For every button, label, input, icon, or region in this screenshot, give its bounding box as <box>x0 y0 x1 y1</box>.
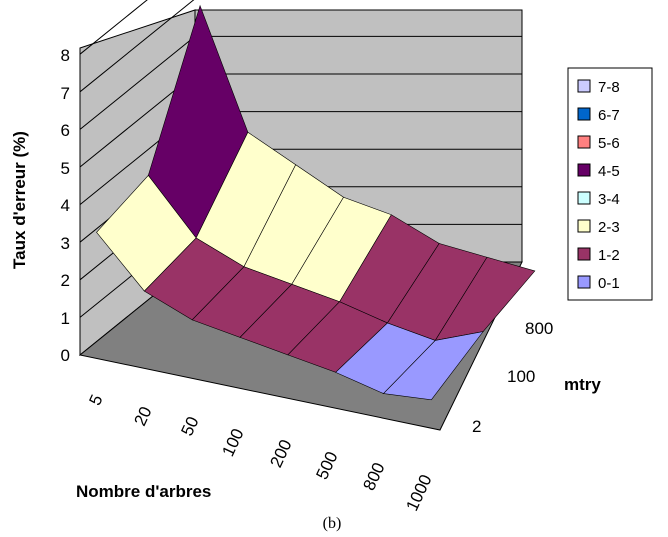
legend-label: 3-4 <box>598 191 620 208</box>
y-tick-label: 1 <box>61 309 70 328</box>
gridline <box>79 0 148 55</box>
legend-swatch <box>577 191 591 205</box>
legend: 7-8 6-7 5-6 4-5 3-4 2-3 1-2 0-1 <box>577 79 620 292</box>
legend-swatch <box>577 247 591 261</box>
legend-label: 2-3 <box>598 219 620 236</box>
legend-label: 6-7 <box>598 107 620 124</box>
mtry-tick-label: 100 <box>507 367 535 386</box>
legend-swatch <box>577 163 591 177</box>
legend-swatch <box>577 219 591 233</box>
y-tick-label: 7 <box>61 84 70 103</box>
legend-label: 0-1 <box>598 275 620 292</box>
x-tick-label: 1000 <box>402 472 435 514</box>
x-tick-label: 200 <box>266 437 295 471</box>
x-tick-label: 50 <box>177 414 202 439</box>
y-tick-label: 6 <box>61 121 70 140</box>
x-tick-label: 800 <box>359 460 388 494</box>
legend-box <box>567 67 653 301</box>
legend-swatch <box>577 79 591 93</box>
gridline <box>79 0 195 93</box>
y-tick-label: 3 <box>61 234 70 253</box>
x-tick-label: 20 <box>130 404 155 429</box>
legend-swatch <box>577 275 591 289</box>
x-tick-label: 500 <box>312 449 341 483</box>
mtry-axis-title: mtry <box>564 375 601 394</box>
y-tick-label: 0 <box>61 346 70 365</box>
legend-label: 7-8 <box>598 79 620 96</box>
surface-cell <box>382 331 484 401</box>
x-tick-label: 100 <box>218 426 247 460</box>
y-tick-label: 2 <box>61 271 70 290</box>
y-tick-label: 5 <box>61 159 70 178</box>
mtry-tick-labels: 2 100 800 <box>472 319 553 436</box>
legend-swatch <box>577 135 591 149</box>
x-axis-title: Nombre d'arbres <box>76 482 211 501</box>
mtry-tick-label: 800 <box>525 319 553 338</box>
y-tick-labels: 0 1 2 3 4 5 6 7 8 <box>61 46 70 365</box>
legend-label: 5-6 <box>598 135 620 152</box>
surface-mesh <box>96 4 536 401</box>
mtry-tick-label: 2 <box>472 417 481 436</box>
legend-label: 1-2 <box>598 247 620 264</box>
y-tick-label: 4 <box>61 196 70 215</box>
legend-swatch <box>577 107 591 121</box>
x-tick-label: 5 <box>85 392 106 409</box>
y-axis-title: Taux d'erreur (%) <box>10 131 29 269</box>
legend-label: 4-5 <box>598 163 620 180</box>
figure-caption: (b) <box>323 515 342 532</box>
y-tick-label: 8 <box>61 46 70 65</box>
